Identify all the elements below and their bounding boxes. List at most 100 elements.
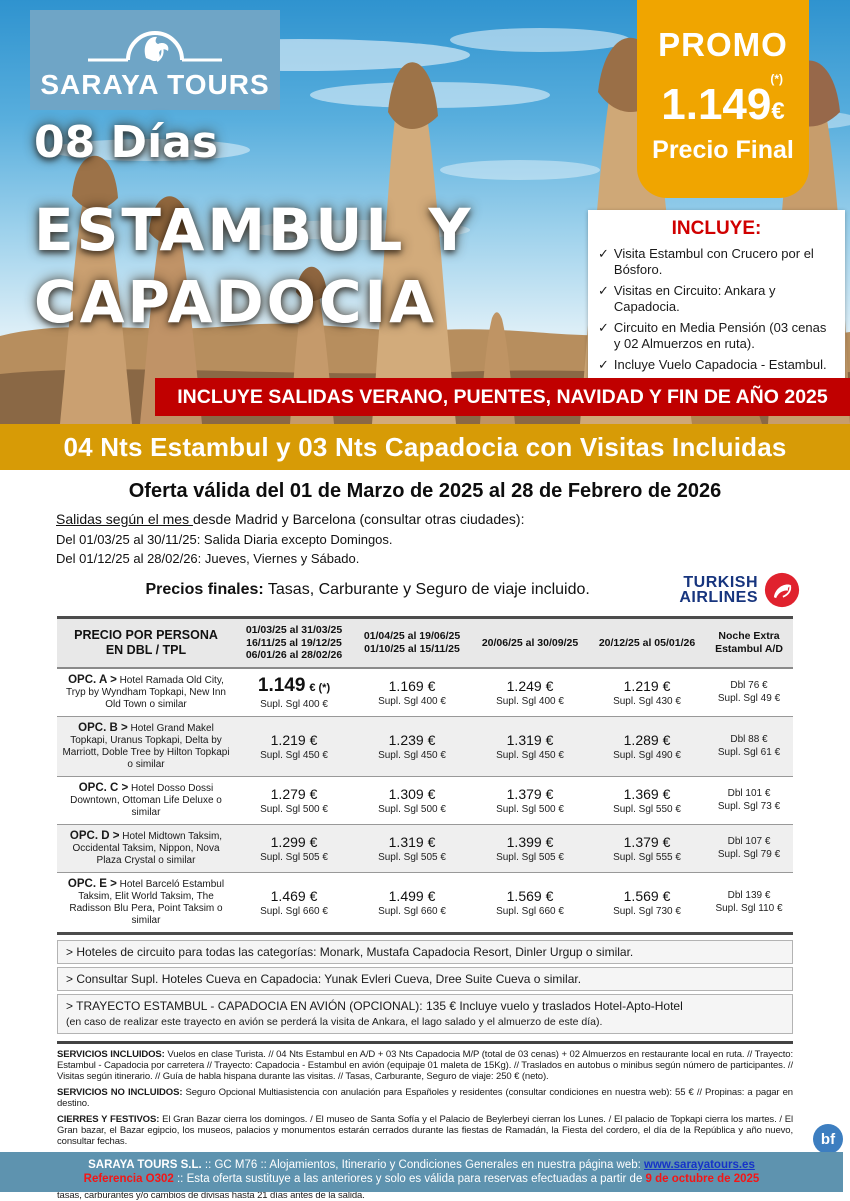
price-table-header-row: PRECIO POR PERSONA EN DBL / TPL 01/03/25 … [57, 616, 793, 669]
final-prices-note: Precios finales: Tasas, Carburante y Seg… [56, 581, 679, 599]
header-season-3: 20/06/25 al 30/09/25 [471, 616, 589, 669]
departure-rule: Del 01/12/25 al 28/02/26: Jueves, Vierne… [56, 551, 360, 566]
brand-logo: SARAYA TOURS [30, 10, 280, 110]
departures-intro-underlined: Salidas según el mes [56, 511, 193, 527]
validity-line: Oferta válida del 01 de Marzo de 2025 al… [128, 480, 722, 502]
hero-section: SARAYA TOURS 08 Días ESTAMBUL Y CAPADOCI… [0, 0, 850, 424]
includes-box: INCLUYE: ✓ Visita Estambul con Crucero po… [588, 210, 845, 383]
include-item-text: Visita Estambul con Crucero por el Bósfo… [613, 246, 814, 277]
includes-list: ✓ Visita Estambul con Crucero por el Bósf… [598, 246, 835, 373]
departures-intro-rest: desde Madrid y Barcelona (consultar otra… [192, 511, 525, 527]
hotel-cell: OPC. D > Hotel Midtown Taksim, Occidenta… [57, 824, 235, 873]
footer-company: SARAYA TOURS S.L. [88, 1159, 202, 1171]
price-cell: 1.499 € Supl. Sgl 660 € [353, 872, 471, 935]
trip-duration: 08 Días [34, 117, 219, 168]
price-cell: 1.369 € Supl. Sgl 550 € [589, 776, 705, 825]
extra-night-cell: Dbl 101 € Supl. Sgl 73 € [705, 776, 793, 825]
airline-bird-icon [764, 572, 800, 608]
extra-night-cell: Dbl 88 € Supl. Sgl 61 € [705, 716, 793, 777]
destination-line-2: CAPADOCIA [34, 268, 438, 336]
footer-offer-text: :: Esta oferta sustituye a las anteriore… [173, 1173, 646, 1185]
price-table: PRECIO POR PERSONA EN DBL / TPL 01/03/25 … [57, 616, 793, 935]
check-icon: ✓ [598, 357, 609, 372]
hotel-cell: OPC. A > Hotel Ramada Old City, Tryp by … [57, 667, 235, 717]
footer-web-text: :: GC M76 :: Alojamientos, Itinerario y … [201, 1159, 645, 1171]
header-person-price: PRECIO POR PERSONA EN DBL / TPL [57, 616, 235, 669]
note-optional-flight: > TRAYECTO ESTAMBUL - CAPADOCIA EN AVIÓN… [57, 993, 793, 1034]
services-included: SERVICIOS INCLUIDOS: Vuelos en clase Tur… [57, 1048, 793, 1082]
header-season-2: 01/04/25 al 19/06/25 01/10/25 al 15/11/25 [353, 616, 471, 669]
footer-line-2: Referencia O302 :: Esta oferta sustituye… [84, 1173, 760, 1185]
price-cell: 1.279 € Supl. Sgl 500 € [235, 776, 353, 825]
price-row-c: OPC. C > Hotel Dosso Dossi Downtown, Ott… [57, 776, 793, 825]
include-item: ✓ Visita Estambul con Crucero por el Bósf… [598, 246, 835, 277]
price-cell: 1.219 € Supl. Sgl 450 € [235, 716, 353, 777]
include-item: ✓ Incluye Vuelo Capadocia - Estambul. [598, 357, 835, 373]
price-cell: 1.319 € Supl. Sgl 505 € [353, 824, 471, 873]
final-prices-rest: Tasas, Carburante y Seguro de viaje incl… [263, 581, 590, 598]
hotel-cell: OPC. B > Hotel Grand Makel Topkapi, Uran… [57, 716, 235, 777]
brand-name: SARAYA TOURS [40, 68, 270, 100]
destination-line-1: ESTAMBUL Y [34, 196, 474, 264]
price-cell: 1.219 € Supl. Sgl 430 € [589, 667, 705, 717]
footer-date: 9 de octubre de 2025 [645, 1173, 760, 1185]
notes-section: > Hoteles de circuito para todas las cat… [57, 939, 793, 1034]
price-cell: 1.249 € Supl. Sgl 400 € [471, 667, 589, 717]
price-cell: 1.399 € Supl. Sgl 505 € [471, 824, 589, 873]
seasonal-banner: INCLUYE SALIDAS VERANO, PUENTES, NAVIDAD… [155, 378, 850, 416]
departures-info: Salidas según el mes desde Madrid y Barc… [56, 511, 850, 566]
check-icon: ✓ [598, 283, 609, 298]
airline-name: TURKISH AIRLINES [679, 574, 758, 606]
check-icon: ✓ [598, 246, 609, 261]
promo-badge: PROMO (*) 1.149€ Precio Final [637, 0, 809, 198]
price-row-d: OPC. D > Hotel Midtown Taksim, Occidenta… [57, 824, 793, 873]
promo-price: 1.149€ [637, 83, 809, 133]
promo-asterisk: (*) [770, 72, 783, 86]
promo-label: PROMO [658, 26, 788, 63]
includes-title: INCLUYE: [671, 218, 762, 239]
price-row-b: OPC. B > Hotel Grand Makel Topkapi, Uran… [57, 716, 793, 777]
services-not-included: SERVICIOS NO INCLUIDOS: Seguro Opcional … [57, 1086, 793, 1109]
nights-banner: 04 Nts Estambul y 03 Nts Capadocia con V… [0, 424, 850, 470]
header-season-4: 20/12/25 al 05/01/26 [589, 616, 705, 669]
include-item-text: Circuito en Media Pensión (03 cenas y 02… [613, 320, 827, 351]
closures-holidays: CIERRES Y FESTIVOS: El Gran Bazar cierra… [57, 1113, 794, 1147]
footer-bar: SARAYA TOURS S.L. :: GC M76 :: Alojamien… [0, 1152, 843, 1192]
turkish-airlines-logo: TURKISH AIRLINES [679, 572, 800, 608]
price-cell: 1.569 € Supl. Sgl 730 € [589, 872, 705, 935]
extra-night-cell: Dbl 139 € Supl. Sgl 110 € [705, 872, 793, 935]
price-cell: 1.239 € Supl. Sgl 450 € [353, 716, 471, 777]
price-cell: 1.569 € Supl. Sgl 660 € [471, 872, 589, 935]
include-item: ✓ Visitas en Circuito: Ankara y Capadocia… [598, 283, 835, 314]
hotel-cell: OPC. C > Hotel Dosso Dossi Downtown, Ott… [57, 776, 235, 825]
price-cell: 1.169 € Supl. Sgl 400 € [353, 667, 471, 717]
header-season-1: 01/03/25 al 31/03/25 16/11/25 al 19/12/25… [235, 616, 353, 669]
departures-intro: Salidas según el mes desde Madrid y Barc… [56, 511, 850, 527]
price-cell: 1.319 € Supl. Sgl 450 € [471, 716, 589, 777]
include-item: ✓ Circuito en Media Pensión (03 cenas y 0… [598, 320, 835, 351]
price-cell: 1.379 € Supl. Sgl 555 € [589, 824, 705, 873]
website-link[interactable]: www.sarayatours.es [644, 1159, 755, 1171]
price-cell: 1.299 € Supl. Sgl 505 € [235, 824, 353, 873]
departure-rule: Del 01/03/25 al 30/11/25: Salida Diaria … [56, 532, 393, 547]
bf-label: bf [820, 1130, 836, 1148]
price-row-a: OPC. A > Hotel Ramada Old City, Tryp by … [57, 667, 793, 717]
price-cell: 1.149 € (*) Supl. Sgl 400 € [235, 667, 353, 717]
footer-reference: Referencia O302 [83, 1173, 174, 1185]
promo-currency: € [771, 98, 785, 125]
price-cell: 1.379 € Supl. Sgl 500 € [471, 776, 589, 825]
hero-title: 08 Días ESTAMBUL Y CAPADOCIA [34, 118, 474, 338]
footer-line-1: SARAYA TOURS S.L. :: GC M76 :: Alojamien… [88, 1159, 755, 1171]
airline-name-line2: AIRLINES [679, 589, 758, 606]
hotel-cell: OPC. E > Hotel Barceló Estambul Taksim, … [57, 872, 235, 935]
note-cave-hotels: > Consultar Supl. Hoteles Cueva en Capad… [57, 966, 793, 991]
check-icon: ✓ [598, 320, 609, 335]
price-cell: 1.289 € Supl. Sgl 490 € [589, 716, 705, 777]
airline-name-line1: TURKISH [683, 574, 758, 591]
promo-price-value: 1.149 [661, 80, 772, 129]
falcon-arch-icon [88, 30, 222, 62]
price-row-e: OPC. E > Hotel Barceló Estambul Taksim, … [57, 872, 793, 935]
include-item-text: Incluye Vuelo Capadocia - Estambul. [613, 357, 827, 372]
header-extra-night: Noche Extra Estambul A/D [705, 616, 793, 669]
